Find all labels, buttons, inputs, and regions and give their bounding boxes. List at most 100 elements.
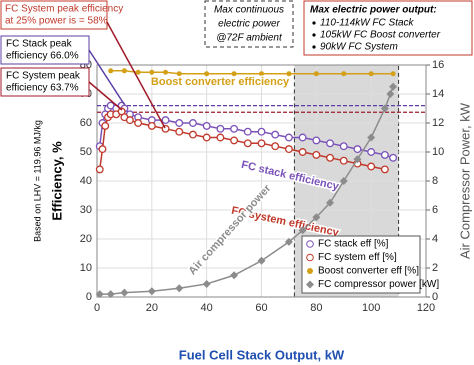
data-point — [390, 71, 396, 77]
data-point — [380, 104, 389, 113]
data-point — [367, 162, 376, 171]
data-point — [202, 279, 211, 288]
y2-tick-label: 6 — [432, 204, 438, 216]
y-axis-label: Efficiency, % — [49, 141, 64, 221]
series-line — [99, 86, 394, 295]
data-point — [284, 237, 293, 246]
data-point — [380, 165, 389, 174]
data-point — [341, 71, 347, 77]
legend-marker — [306, 240, 314, 248]
data-point — [161, 116, 170, 125]
data-point — [135, 69, 141, 75]
annotation-arrow — [88, 49, 125, 105]
data-point — [257, 256, 266, 265]
annotation: FC Stack peak — [6, 39, 73, 50]
y-tick-label: 10 — [80, 262, 92, 274]
data-point — [386, 90, 395, 98]
data-point — [147, 121, 156, 130]
data-point — [95, 290, 104, 299]
data-point — [176, 71, 182, 77]
y2-tick-label: 0 — [432, 291, 438, 303]
data-point — [353, 145, 362, 154]
data-point — [367, 148, 376, 156]
data-point — [106, 290, 115, 299]
annotation: @72F ambient — [216, 33, 283, 44]
data-point — [204, 71, 210, 77]
data-point — [339, 156, 348, 165]
y-axis-note: Based on LHV = 119.96 MJ/kg — [32, 120, 42, 242]
data-point — [286, 71, 292, 77]
x-tick-label: 120 — [417, 302, 435, 314]
y2-tick-label: 10 — [432, 146, 444, 158]
data-point — [230, 136, 239, 145]
data-point — [339, 177, 348, 185]
annotation: electric power — [218, 19, 280, 30]
data-point — [175, 119, 184, 127]
data-point — [231, 71, 237, 77]
series-label: Boost converter efficiency — [151, 76, 290, 88]
data-point — [353, 155, 362, 164]
bullet — [312, 21, 316, 25]
annotation: at 25% power is = 58% — [5, 16, 108, 27]
annotation-box — [303, 0, 473, 56]
data-point — [257, 127, 266, 136]
data-point — [175, 127, 184, 136]
data-point — [216, 124, 225, 133]
data-point — [312, 136, 321, 145]
legend-label: FC stack eff [%] — [318, 239, 389, 250]
x-tick-label: 100 — [362, 302, 380, 314]
data-point — [161, 124, 170, 133]
annotation: 110-114kW FC Stack — [320, 18, 415, 29]
data-point — [163, 69, 169, 75]
plot-area: 0102030405060708002468101214160204060801… — [32, 59, 472, 363]
data-point — [120, 288, 129, 297]
annotation-arrow — [88, 81, 123, 111]
legend-label: FC compressor power [kW] — [318, 279, 439, 290]
y-tick-label: 0 — [86, 291, 92, 303]
data-point — [313, 71, 319, 77]
bullet — [312, 45, 316, 49]
annotation: efficiency 63.7% — [6, 83, 79, 94]
annotation-box — [0, 67, 90, 97]
y2-tick-label: 8 — [432, 175, 438, 187]
data-point — [202, 121, 211, 130]
data-point — [175, 284, 184, 293]
data-point — [101, 121, 110, 130]
data-point — [298, 148, 307, 156]
data-point — [368, 71, 374, 77]
y2-tick-label: 16 — [432, 59, 444, 71]
data-point — [271, 130, 280, 139]
data-point — [257, 139, 266, 148]
data-point — [271, 142, 280, 151]
data-point — [121, 68, 127, 74]
data-point — [298, 226, 307, 235]
x-tick-label: 40 — [201, 302, 213, 314]
legend-label: FC system eff [%] — [318, 252, 397, 263]
data-point — [243, 139, 252, 148]
x-axis-label: Fuel Cell Stack Output, kW — [179, 347, 345, 362]
data-point — [230, 124, 239, 133]
annotation: FC System peak — [6, 71, 81, 82]
data-point — [230, 271, 239, 280]
y2-axis-label: Air Compressor Power, kW — [457, 102, 472, 259]
data-point — [326, 153, 334, 162]
annotation-box — [204, 0, 294, 48]
annotation: efficiency 66.0% — [6, 51, 79, 62]
y2-tick-label: 2 — [432, 262, 438, 274]
y2-tick-label: 14 — [432, 88, 444, 100]
data-point — [95, 165, 104, 174]
x-tick-label: 20 — [146, 302, 158, 314]
annotation: Max continuous — [214, 5, 284, 16]
y-tick-label: 20 — [80, 233, 92, 245]
data-point — [380, 150, 389, 159]
annotation-arrow — [106, 21, 166, 129]
annotation: 90kW FC System — [320, 42, 398, 53]
annotation-title: Max electric power output: — [310, 5, 437, 16]
data-point — [202, 133, 211, 142]
data-point — [125, 116, 134, 125]
legend-marker — [306, 253, 314, 262]
data-point — [312, 150, 321, 159]
data-point — [108, 68, 114, 74]
